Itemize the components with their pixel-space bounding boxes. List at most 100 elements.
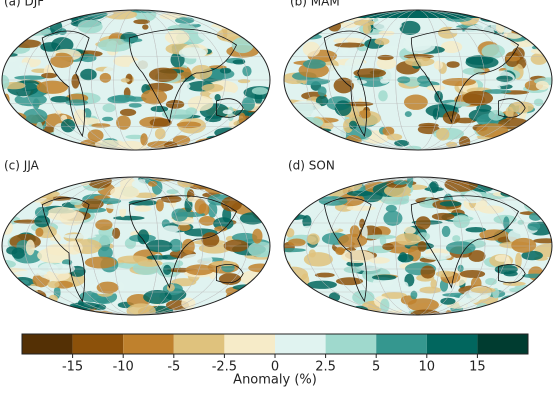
anomaly-patch (2, 37, 19, 45)
anomaly-patch (495, 20, 505, 34)
anomaly-patch (150, 105, 169, 113)
anomaly-patch (401, 281, 409, 290)
anomaly-patch (465, 56, 499, 69)
anomaly-patch (478, 205, 505, 214)
anomaly-patch (441, 225, 451, 238)
anomaly-patch (84, 256, 117, 269)
anomaly-patch (515, 299, 533, 312)
graticule (24, 177, 248, 315)
anomaly-patch (313, 180, 325, 195)
anomaly-patch (284, 292, 290, 299)
anomaly-patch (334, 42, 365, 48)
anomaly-patch (214, 127, 241, 138)
anomaly-patch (468, 250, 486, 262)
anomaly-patch (307, 280, 337, 289)
anomaly-patch (232, 13, 254, 30)
anomaly-patch (246, 20, 270, 35)
anomaly-patch (376, 56, 397, 70)
anomaly-patch (25, 303, 45, 312)
anomaly-patch (214, 226, 228, 232)
graticule (395, 10, 441, 150)
anomaly-patch (333, 77, 354, 94)
anomaly-patch (442, 77, 477, 87)
anomaly-patch (231, 307, 261, 315)
anomaly-patch (446, 101, 471, 107)
anomaly-patch (7, 133, 26, 146)
anomaly-patch (237, 79, 251, 84)
anomaly-patch (3, 93, 10, 106)
map-panel (284, 177, 552, 315)
anomaly-patch (532, 136, 552, 143)
anomaly-patch (206, 58, 218, 64)
anomaly-patch (186, 10, 201, 17)
anomaly-patch (13, 270, 48, 276)
anomaly-patch (462, 67, 485, 75)
anomaly-patch (488, 110, 505, 121)
anomaly-patch (517, 301, 533, 313)
anomaly-patch (113, 215, 145, 221)
anomaly-patch (98, 246, 113, 260)
panel-label: (b) MAM (290, 0, 340, 9)
anomaly-patch (25, 239, 35, 256)
anomaly-patch (527, 221, 541, 231)
anomaly-patch (16, 287, 32, 296)
anomaly-patch (485, 278, 497, 286)
anomaly-patch (521, 250, 543, 261)
anomaly-patch (403, 226, 416, 235)
anomaly-patch (81, 198, 104, 210)
anomaly-patch (253, 288, 270, 301)
anomaly-patch (530, 177, 544, 185)
anomaly-patch (530, 52, 548, 65)
anomaly-patch (540, 19, 552, 32)
anomaly-patch (442, 111, 461, 125)
anomaly-patch (2, 211, 8, 219)
anomaly-patch (302, 59, 326, 69)
anomaly-patch (508, 101, 534, 113)
anomaly-patch (494, 264, 518, 275)
anomaly-patch (464, 24, 495, 41)
anomaly-patch (440, 41, 463, 54)
anomaly-patch (302, 41, 321, 57)
colorbar-swatch (325, 334, 377, 354)
anomaly-patch (291, 31, 300, 41)
anomaly-patch (245, 111, 268, 117)
anomaly-patch (404, 38, 436, 54)
anomaly-patch (284, 134, 308, 145)
anomaly-patch (47, 206, 77, 221)
colorbar-tick-label: 2.5 (315, 360, 336, 375)
colorbar-tick-label: -2.5 (212, 360, 237, 375)
anomaly-patch (291, 21, 317, 35)
panel-label: (c) JJA (4, 159, 40, 173)
anomaly-patch (22, 31, 32, 40)
anomaly-patch (251, 27, 258, 37)
graticule (113, 10, 159, 150)
anomaly-patch (99, 72, 112, 83)
anomaly-patch (246, 137, 270, 147)
anomaly-patch (364, 234, 397, 240)
anomaly-patch (290, 141, 301, 147)
colorbar-swatch (275, 334, 326, 354)
anomaly-patch (481, 44, 506, 59)
anomaly-patch (6, 246, 18, 255)
anomaly-patch (335, 246, 345, 256)
anomaly-patch (383, 210, 403, 226)
anomaly-patch (349, 120, 357, 130)
anomaly-patch (314, 272, 335, 278)
anomaly-patch (292, 193, 322, 198)
anomaly-patch (382, 126, 395, 136)
map-outline (1, 176, 271, 316)
anomaly-patch (500, 295, 525, 307)
anomaly-patch (251, 87, 269, 95)
anomaly-patch (534, 193, 552, 199)
colorbar-swatch (22, 334, 73, 354)
anomaly-patch (490, 19, 521, 33)
anomaly-patch (98, 198, 122, 205)
coastline (216, 98, 244, 118)
anomaly-patch (522, 273, 549, 279)
anomaly-patch (176, 121, 202, 129)
anomaly-patch (369, 257, 390, 264)
anomaly-patch (2, 135, 21, 144)
anomaly-patch (46, 11, 59, 27)
graticule (68, 10, 204, 150)
anomaly-patch (515, 183, 545, 198)
